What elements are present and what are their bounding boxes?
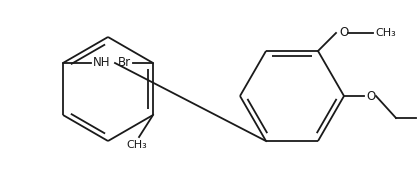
Text: CH₃: CH₃ bbox=[127, 140, 147, 150]
Text: Br: Br bbox=[118, 56, 131, 70]
Text: NH: NH bbox=[93, 56, 111, 70]
Text: O: O bbox=[366, 89, 375, 102]
Text: O: O bbox=[339, 26, 348, 39]
Text: CH₃: CH₃ bbox=[375, 28, 396, 38]
